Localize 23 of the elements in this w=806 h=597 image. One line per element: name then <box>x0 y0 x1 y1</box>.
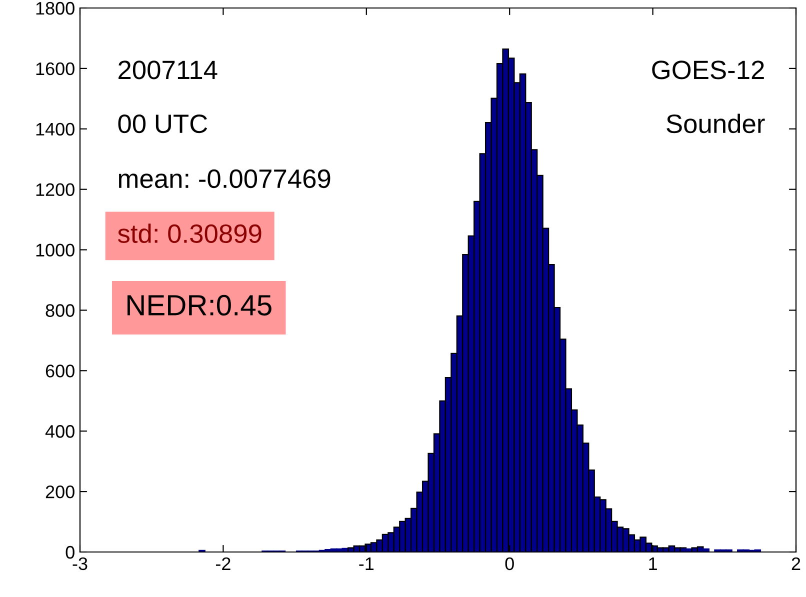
y-tick-label: 1400 <box>36 122 74 136</box>
y-tick-label: 600 <box>46 364 74 378</box>
annotation: GOES-12 <box>652 60 764 80</box>
y-tick-label: 0 <box>66 546 74 559</box>
x-tick-label: -2 <box>216 557 230 570</box>
annotation: NEDR:0.45 <box>128 294 272 316</box>
annotation: std: 0.30899 <box>118 224 262 244</box>
x-tick-label: 0 <box>505 557 514 570</box>
annotation: 2007114 <box>118 60 218 80</box>
y-tick-label: 1800 <box>36 2 74 15</box>
y-tick-label: 400 <box>45 425 74 438</box>
annotation: Sounder <box>666 114 765 134</box>
x-tick-label: -1 <box>359 558 374 570</box>
annotation: mean: -0.0077469 <box>118 169 330 188</box>
y-tick-label: 1000 <box>36 244 74 256</box>
y-tick-label: 1600 <box>36 62 74 76</box>
x-tick-label: -3 <box>72 557 88 570</box>
y-tick-label: 1200 <box>36 183 74 196</box>
y-tick-label: 200 <box>46 485 74 498</box>
annotation: 00 UTC <box>118 114 208 134</box>
y-tick-label: 800 <box>46 304 74 317</box>
x-tick-label: 2 <box>792 557 800 570</box>
x-tick-label: 1 <box>649 558 657 570</box>
